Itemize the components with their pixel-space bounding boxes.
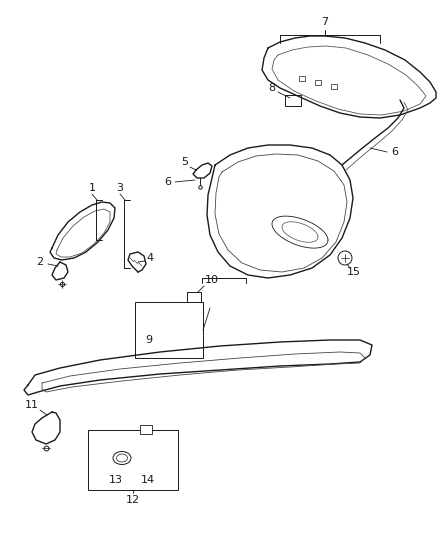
Bar <box>187 292 201 302</box>
Text: 1: 1 <box>88 183 95 193</box>
Bar <box>135 302 203 358</box>
Ellipse shape <box>113 451 131 464</box>
Text: 12: 12 <box>126 495 140 505</box>
Text: 13: 13 <box>109 475 123 485</box>
Text: 6: 6 <box>392 147 399 157</box>
Text: 15: 15 <box>347 267 361 277</box>
Ellipse shape <box>117 454 127 462</box>
Circle shape <box>338 251 352 265</box>
Bar <box>331 84 337 88</box>
Bar <box>299 76 305 80</box>
Text: 6: 6 <box>165 177 172 187</box>
Text: 4: 4 <box>146 253 154 263</box>
Text: 7: 7 <box>321 17 328 27</box>
Text: 5: 5 <box>181 157 188 167</box>
Bar <box>285 95 301 106</box>
Text: 10: 10 <box>205 275 219 285</box>
Text: 14: 14 <box>141 475 155 485</box>
Text: 9: 9 <box>145 335 152 345</box>
Bar <box>315 79 321 85</box>
Text: 8: 8 <box>268 83 276 93</box>
Text: 3: 3 <box>117 183 124 193</box>
Bar <box>88 430 178 490</box>
Bar <box>140 425 152 434</box>
Text: 11: 11 <box>25 400 39 410</box>
Text: 2: 2 <box>36 257 43 267</box>
